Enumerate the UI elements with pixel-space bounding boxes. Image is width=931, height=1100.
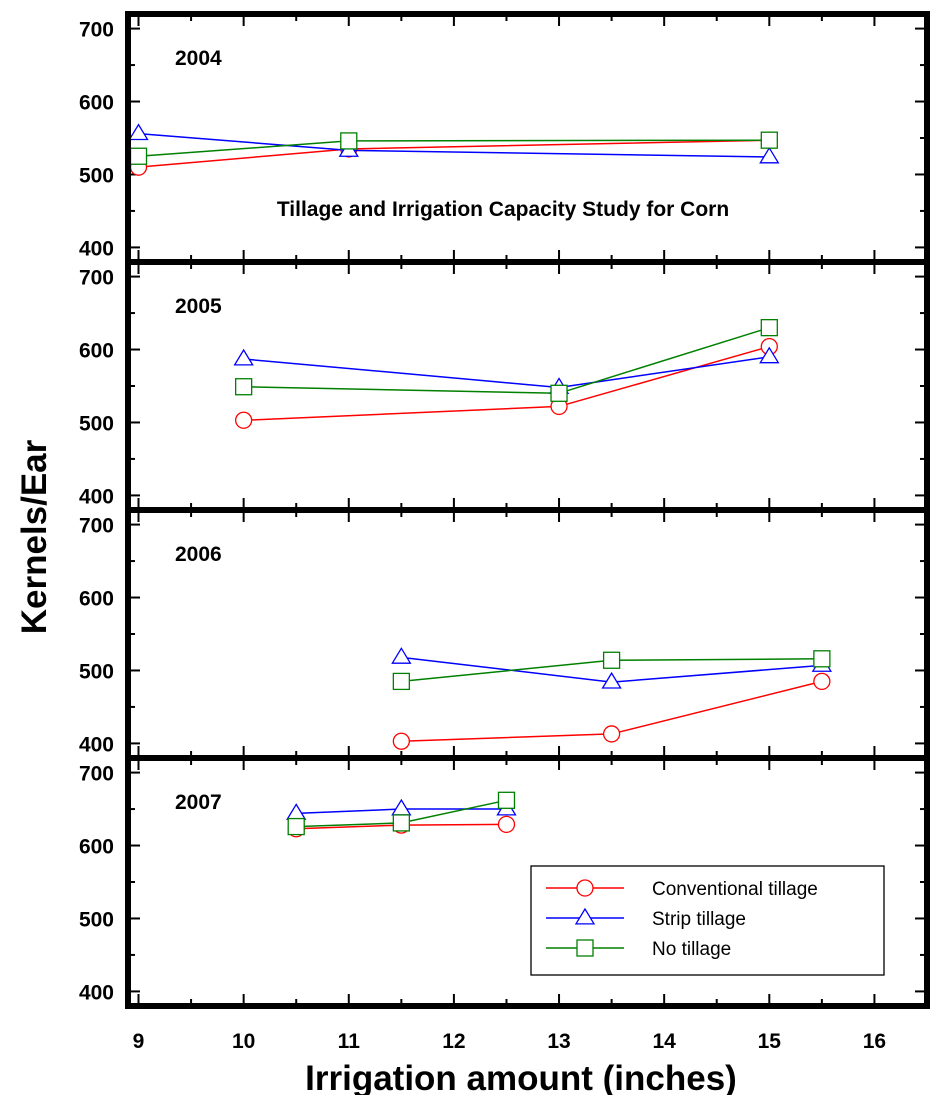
x-tick-label: 10 bbox=[232, 1030, 255, 1053]
series-line bbox=[243, 356, 770, 389]
y-axis-label: Kernels/Ear bbox=[15, 439, 54, 634]
data-point bbox=[497, 815, 516, 834]
y-tick-label: 700 bbox=[79, 267, 114, 290]
panel-frame bbox=[125, 11, 930, 265]
panel-year-label: 2004 bbox=[175, 47, 222, 70]
data-point bbox=[234, 378, 253, 396]
legend-label: Strip tillage bbox=[652, 909, 746, 930]
legend: Conventional tillage Strip tillage No till… bbox=[530, 865, 885, 976]
data-point bbox=[759, 346, 780, 364]
data-point bbox=[391, 647, 412, 664]
data-point bbox=[601, 671, 622, 689]
x-axis-label: Irrigation amount (inches) bbox=[305, 1059, 737, 1095]
x-tick-label: 14 bbox=[652, 1030, 676, 1053]
legend-marker bbox=[574, 907, 596, 925]
x-tick-label: 16 bbox=[863, 1030, 886, 1053]
y-tick-label: 700 bbox=[79, 515, 114, 538]
data-point bbox=[286, 803, 307, 820]
data-point bbox=[233, 348, 254, 366]
x-tick-label: 11 bbox=[338, 1030, 361, 1053]
y-tick-label: 500 bbox=[79, 164, 114, 187]
y-tick-label: 700 bbox=[79, 19, 114, 42]
data-point bbox=[340, 132, 358, 150]
y-tick-label: 400 bbox=[79, 485, 114, 508]
data-point bbox=[287, 817, 305, 836]
data-point bbox=[234, 411, 253, 429]
data-point bbox=[602, 725, 621, 743]
panel-year-label: 2007 bbox=[175, 791, 222, 814]
y-tick-label: 400 bbox=[79, 237, 114, 260]
y-tick-label: 700 bbox=[79, 763, 114, 786]
series-line bbox=[138, 139, 770, 168]
legend-marker bbox=[576, 879, 594, 897]
data-point bbox=[392, 814, 410, 832]
data-point bbox=[128, 123, 149, 141]
data-series bbox=[128, 123, 833, 838]
legend-label: No tillage bbox=[652, 939, 731, 960]
y-tick-label: 500 bbox=[79, 412, 114, 435]
y-tick-label: 400 bbox=[79, 981, 114, 1004]
y-tick-label: 500 bbox=[79, 908, 114, 931]
legend-label: Conventional tillage bbox=[652, 879, 818, 900]
data-point bbox=[760, 131, 778, 149]
data-point bbox=[602, 651, 621, 669]
panel-labels: Tillage and Irrigation Capacity Study fo… bbox=[15, 198, 737, 1098]
y-tick-label: 600 bbox=[79, 836, 114, 859]
panel-frames bbox=[125, 11, 930, 1009]
y-tick-label: 500 bbox=[79, 660, 114, 683]
y-tick-label: 600 bbox=[79, 588, 114, 611]
panel-year-label: 2006 bbox=[175, 543, 222, 566]
chart-title: Tillage and Irrigation Capacity Study fo… bbox=[277, 198, 729, 221]
data-point bbox=[759, 146, 780, 164]
x-tick-label: 9 bbox=[133, 1030, 145, 1053]
panel-frame bbox=[125, 755, 930, 1009]
x-tick-label: 13 bbox=[547, 1030, 570, 1053]
x-tick-label: 15 bbox=[758, 1030, 782, 1053]
data-point bbox=[813, 650, 831, 668]
panel-frame bbox=[125, 507, 930, 761]
y-tick-label: 600 bbox=[79, 340, 114, 363]
data-point bbox=[497, 791, 516, 809]
data-point bbox=[760, 318, 778, 337]
data-point bbox=[391, 798, 412, 816]
panel-year-label: 2005 bbox=[175, 295, 222, 318]
data-point bbox=[550, 384, 568, 402]
y-tick-label: 400 bbox=[79, 733, 114, 756]
data-point bbox=[813, 672, 831, 691]
y-tick-label: 600 bbox=[79, 92, 114, 115]
legend-marker bbox=[576, 939, 594, 957]
x-tick-label: 12 bbox=[442, 1030, 465, 1053]
series-line bbox=[138, 132, 770, 158]
data-point bbox=[392, 732, 410, 750]
data-point bbox=[129, 147, 148, 165]
data-point bbox=[392, 672, 410, 691]
